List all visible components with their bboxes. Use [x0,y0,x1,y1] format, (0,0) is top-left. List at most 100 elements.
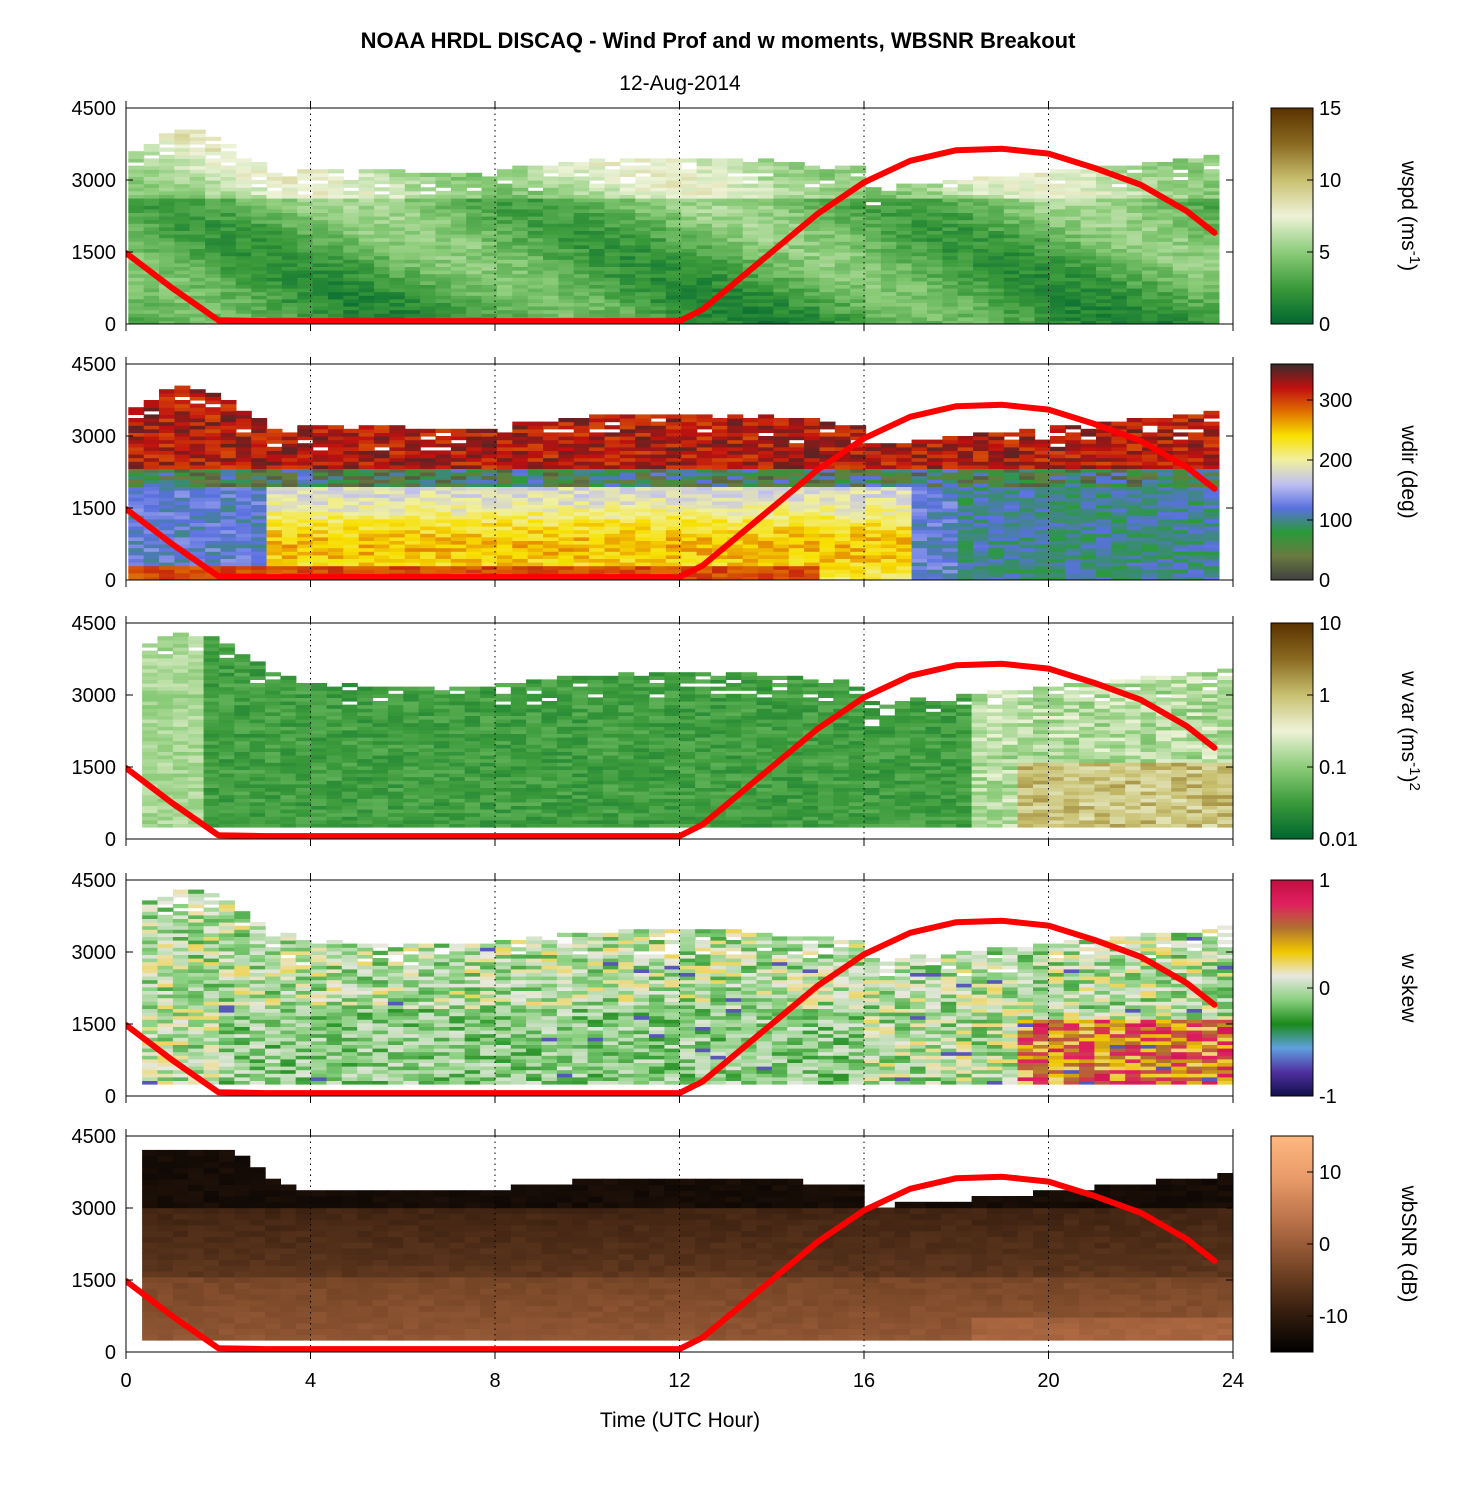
heat-cell [527,536,544,541]
heat-cell [389,479,406,484]
heat-cell [466,432,483,437]
heat-cell [374,450,391,455]
heat-cell [174,136,191,141]
heat-cell [527,241,544,246]
heat-cell [942,252,959,257]
heat-cell [727,443,744,448]
heat-cell [804,255,821,260]
heat-cell [205,464,222,469]
heat-cell [143,472,160,477]
heat-cell [343,450,360,455]
heat-cell [297,295,314,300]
heat-cell [896,187,913,192]
heat-cell [942,288,959,293]
heat-cell [435,443,452,448]
heat-cell [927,291,943,296]
heat-cell [665,493,682,498]
chart-title: NOAA HRDL DISCAQ - Wind Prof and w momen… [361,28,1077,53]
heat-cell [604,500,621,505]
heat-cell [1080,223,1097,228]
heat-cell [727,475,744,480]
heat-cell [420,464,437,469]
heat-cell [1080,237,1097,242]
heat-cell [573,291,590,296]
heat-cell [220,439,237,444]
heat-cell [788,201,805,206]
heat-cell [1203,262,1220,267]
heat-cell [727,457,744,462]
heat-cell [174,288,191,293]
heat-cell [404,237,421,242]
heat-cell [804,291,821,296]
heat-cell [189,497,206,502]
heat-cell [712,482,728,487]
heat-cell [220,277,237,282]
heat-cell [896,320,913,324]
heat-cell [850,252,867,257]
heat-cell [527,454,544,459]
heat-cell [742,183,759,188]
heat-cell [727,490,744,495]
heat-cell [1157,172,1174,177]
heat-cell [681,306,698,311]
heat-cell [727,425,744,430]
heat-cell [988,194,1005,199]
heat-cell [159,270,175,275]
heat-cell [727,547,744,552]
heat-cell [297,248,314,253]
heat-cell [420,497,437,502]
heat-cell [496,187,513,192]
heat-cell [619,533,636,538]
heat-cell [1188,223,1205,228]
heat-cell [543,270,559,275]
heat-cell [819,273,836,278]
heat-cell [619,540,636,545]
heat-cell [1003,280,1020,285]
heat-cell [343,428,360,433]
heat-cell [1172,198,1189,203]
heat-cell [558,252,575,257]
heat-cell [804,187,821,192]
heat-cell [619,190,636,195]
heat-cell [174,533,191,538]
heat-cell [665,216,682,221]
heat-cell [604,266,621,271]
heat-cell [973,306,990,311]
heat-cell [573,439,590,444]
heat-cell [159,446,175,451]
heat-cell [727,252,744,257]
heat-cell [420,544,437,549]
heat-cell [266,482,283,487]
heat-cell [911,237,928,242]
heat-cell [466,216,483,221]
heat-cell [496,504,513,509]
heat-cell [1034,306,1051,311]
heat-cell [404,187,421,192]
heat-cell [957,223,974,228]
heat-cell [343,439,360,444]
heat-cell [266,540,283,545]
heat-cell [143,461,160,466]
heat-cell [159,212,175,217]
heat-cell [758,562,775,567]
heat-cell [328,176,344,181]
heat-cell [819,223,836,228]
heat-cell [1080,291,1097,296]
heat-cell [635,226,652,231]
heat-cell [358,241,375,246]
heat-cell [343,226,360,231]
heat-cell [450,436,467,441]
heat-cell [619,165,636,170]
heat-cell [712,194,728,199]
heat-cell [742,237,759,242]
heat-cell [374,540,391,545]
heat-cell [957,306,974,311]
heat-cell [235,446,252,451]
heat-cell [128,277,145,282]
heat-cell [696,212,713,217]
heat-cell [1080,198,1097,203]
heat-cell [389,234,406,239]
heat-cell [235,244,252,249]
heat-cell [911,230,928,235]
heat-cell [189,201,206,206]
